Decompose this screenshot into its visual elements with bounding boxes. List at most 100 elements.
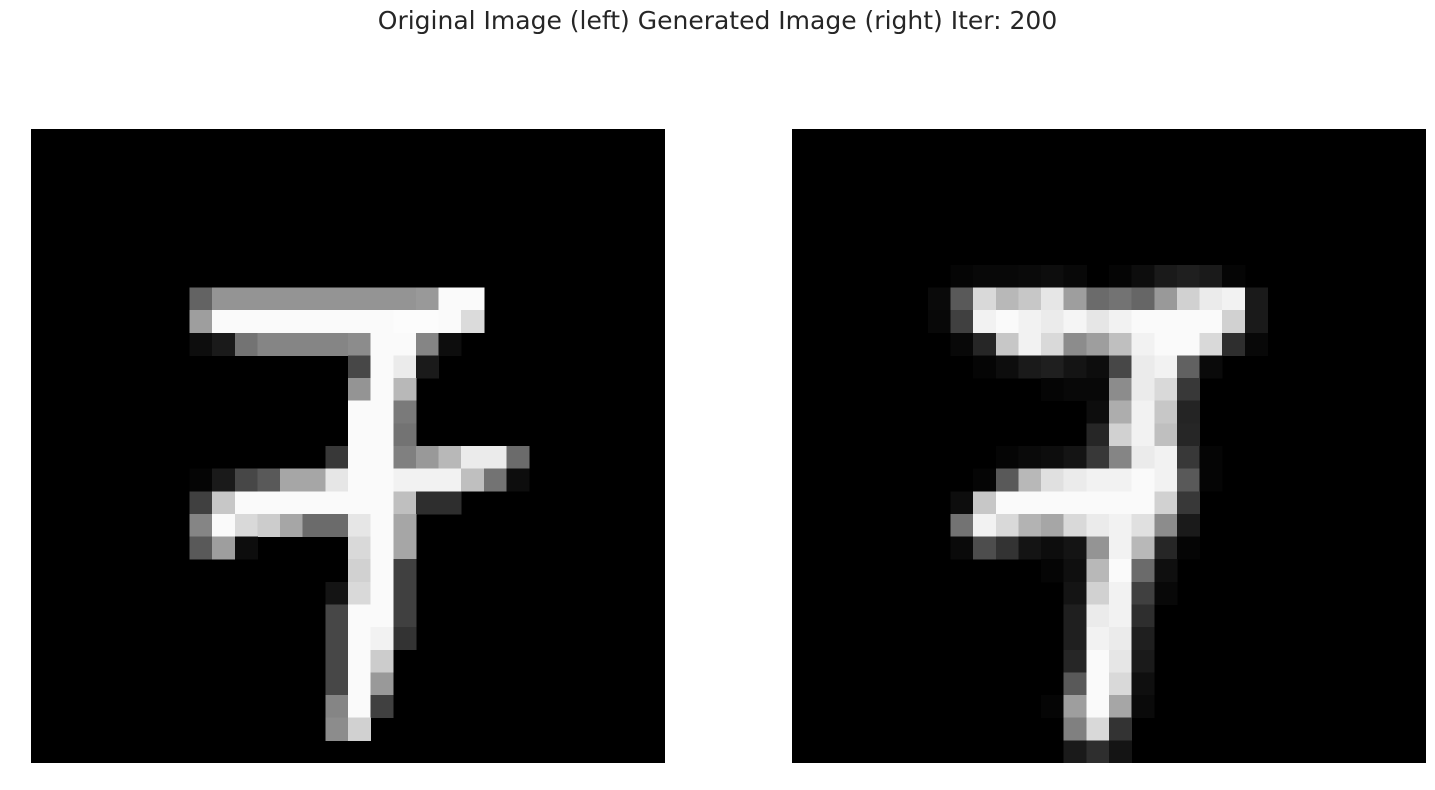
generated-image-pixel [1109, 536, 1133, 560]
generated-image-pixel [1086, 649, 1110, 673]
generated-image-pixel [1131, 468, 1155, 492]
generated-image-pixel [1154, 400, 1178, 424]
generated-image-pixel [1131, 355, 1155, 379]
generated-image-pixel [1041, 378, 1065, 402]
original-image-pixel [280, 310, 304, 334]
generated-image-pixel [1086, 446, 1110, 470]
generated-image-pixel [1199, 355, 1223, 379]
original-image-pixel [212, 332, 236, 356]
original-image-pixel [370, 355, 394, 379]
original-image-pixel [302, 513, 326, 538]
original-image-pixel [348, 310, 372, 334]
generated-image-pixel [1041, 536, 1065, 560]
generated-image-pixel [1109, 672, 1133, 696]
generated-image-pixel [1086, 536, 1110, 560]
original-image-pixel [302, 332, 326, 356]
original-image-pixel [212, 310, 236, 334]
original-image-pixel [483, 468, 507, 492]
generated-image-pixel [1041, 559, 1065, 583]
generated-image-pixel [1109, 355, 1133, 379]
generated-image-pixel [1154, 310, 1178, 334]
original-image-pixel [370, 559, 394, 583]
generated-image-pixel [1199, 446, 1223, 470]
original-image-pixel [257, 287, 281, 311]
generated-image-pixel [1131, 581, 1155, 605]
generated-image-pixel [1063, 717, 1087, 741]
generated-image-pixel [1063, 264, 1087, 288]
generated-image-pixel [1086, 604, 1110, 628]
generated-image-pixel [1176, 264, 1201, 288]
original-image-pixel [506, 468, 530, 492]
original-image-pixel [393, 355, 417, 379]
generated-image-pixel [950, 287, 974, 311]
generated-image-pixel [1176, 468, 1201, 492]
original-image-pixel [280, 287, 304, 311]
original-image-pixel [370, 695, 394, 719]
generated-image-pixel [1109, 604, 1133, 628]
original-image-pixel [415, 332, 440, 356]
original-image-pixel [212, 468, 236, 492]
original-image-pixel [415, 310, 440, 334]
generated-image-pixel [1063, 355, 1087, 379]
original-image-pixel [438, 446, 462, 470]
generated-image-pixel [1109, 332, 1133, 356]
generated-image-pixel [1041, 468, 1065, 492]
generated-image-pixel [1109, 446, 1133, 470]
generated-image-pixel [995, 355, 1019, 379]
generated-image-pixel [1063, 446, 1087, 470]
generated-image-pixel [973, 513, 997, 538]
generated-image-pixel [995, 332, 1019, 356]
original-image-pixel [257, 310, 281, 334]
generated-image-pixel [1018, 332, 1042, 356]
generated-image-pixel [1041, 310, 1065, 334]
original-image-pixel [370, 536, 394, 560]
original-image-pixel [189, 468, 213, 492]
generated-image-pixel [1086, 672, 1110, 696]
generated-image-pixel [1199, 468, 1223, 492]
generated-image-pixel [927, 310, 951, 334]
original-image-pixel [348, 581, 372, 605]
original-image-pixel [393, 400, 417, 424]
original-image-pixel [370, 627, 394, 651]
original-image-pixel [370, 513, 394, 538]
generated-image-pixel [995, 468, 1019, 492]
original-image-pixel [325, 717, 349, 741]
original-image-pixel [370, 423, 394, 447]
generated-image-pixel [973, 264, 997, 288]
generated-image-pixel [1154, 332, 1178, 356]
original-image-pixel [189, 287, 213, 311]
generated-image-pixel [1086, 378, 1110, 402]
generated-image-pixel [1018, 491, 1042, 515]
generated-image-pixel [1041, 446, 1065, 470]
original-image-pixel [348, 355, 372, 379]
generated-image-pixel [1086, 627, 1110, 651]
generated-image-pixel [1176, 513, 1201, 538]
original-image-pixel [280, 491, 304, 515]
generated-image-pixel [1063, 627, 1087, 651]
generated-image-pixel [973, 355, 997, 379]
generated-image-pixel [1063, 536, 1087, 560]
generated-image-pixel [1109, 581, 1133, 605]
original-image-pixel [393, 378, 417, 402]
generated-image-pixel [1176, 378, 1201, 402]
original-image-pixel [212, 491, 236, 515]
generated-image-pixel [1222, 287, 1246, 311]
generated-image-pixel [1154, 559, 1178, 583]
original-image-pixel [325, 649, 349, 673]
generated-image-pixel [1199, 310, 1223, 334]
original-image-pixel [415, 355, 440, 379]
generated-image-pixel [973, 332, 997, 356]
generated-image-pixel [1131, 264, 1155, 288]
generated-image-pixel [1109, 559, 1133, 583]
generated-image-pixel [927, 287, 951, 311]
generated-image-pixel [1131, 400, 1155, 424]
original-image-pixel [234, 310, 258, 334]
original-image-pixel [461, 287, 485, 311]
generated-image-pixel [1063, 310, 1087, 334]
original-image-pixel [393, 604, 417, 628]
original-image-pixel [393, 559, 417, 583]
original-image-pixel [189, 332, 213, 356]
generated-image-pixel [1131, 378, 1155, 402]
original-image-pixel [348, 468, 372, 492]
original-image-pixel [393, 287, 417, 311]
